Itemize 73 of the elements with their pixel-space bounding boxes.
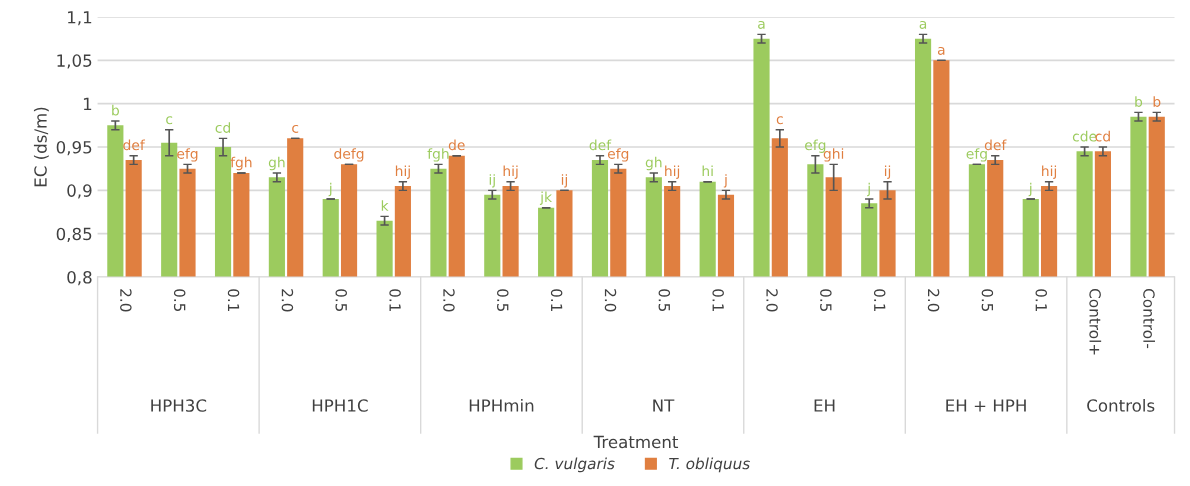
legend-label: T. obliquus	[669, 457, 750, 473]
data-label: a	[937, 46, 945, 55]
data-label: hij	[665, 165, 680, 179]
data-label: jk	[539, 191, 553, 205]
y-tick-label: 0,9	[67, 184, 92, 199]
y-tick-label: 1,05	[57, 54, 92, 69]
data-label: de	[448, 139, 465, 151]
data-label: defg	[334, 148, 364, 162]
text: HPH3C	[151, 399, 207, 412]
data-label: cd	[1095, 130, 1110, 142]
data-label: c	[166, 116, 173, 125]
data-label: efg	[177, 148, 198, 162]
x-axis-title: Treatment	[593, 435, 679, 449]
data-label: c	[292, 124, 299, 133]
x-tick-label: 0.1	[873, 289, 886, 312]
data-label: ij	[489, 174, 495, 188]
x-tick-label: 2.0	[604, 289, 617, 312]
x-tick-label: 2.0	[281, 289, 294, 312]
data-label: efg	[966, 148, 987, 162]
data-label: hi	[702, 165, 713, 177]
text: EH + HPH	[946, 399, 1026, 412]
x-tick-label: 0.5	[658, 289, 671, 312]
x-tick-label: 0.1	[712, 289, 724, 312]
x-tick-label: 0.1	[227, 289, 240, 312]
y-tick-label: 0,85	[56, 227, 92, 242]
data-label: j	[723, 174, 727, 188]
data-label: j	[1028, 182, 1032, 197]
data-label: hij	[1042, 165, 1057, 179]
x-tick-label: 0.5	[497, 289, 509, 312]
legend-label: C. vulgaris	[534, 457, 615, 473]
y-tick-label: 0,95	[56, 140, 92, 156]
x-tick-label: 0.1	[550, 289, 563, 312]
data-label: j	[328, 182, 332, 197]
text: HPHmin	[469, 398, 534, 412]
data-label: a	[919, 20, 927, 29]
text: EH	[814, 399, 835, 412]
y-tick-label: 1,1	[68, 11, 92, 26]
x-tick-label: 0.5	[335, 289, 348, 312]
x-tick-label: 0.1	[389, 289, 401, 312]
x-tick-label: 2.0	[443, 289, 455, 312]
text: NT	[653, 399, 675, 412]
data-label: cde	[1072, 130, 1097, 142]
data-label: hij	[503, 165, 518, 179]
data-label: b	[1135, 96, 1143, 107]
x-tick-label: 0.5	[820, 289, 832, 312]
data-label: b	[1153, 96, 1161, 107]
data-label: cd	[215, 122, 231, 133]
x-tick-label: 0.1	[1035, 289, 1048, 312]
data-label: def	[123, 139, 146, 151]
data-label: hij	[395, 165, 410, 179]
data-label: j	[867, 182, 870, 197]
x-tick-label: 0.5	[173, 289, 186, 312]
x-tick-label: 2.0	[766, 289, 778, 312]
y-tick-label: 0,8	[67, 270, 92, 286]
data-label: k	[381, 200, 389, 211]
x-tick-label: 2.0	[120, 289, 132, 312]
data-label: def	[984, 139, 1007, 151]
x-tick-label: Control+	[1089, 288, 1102, 355]
data-label: gh	[268, 156, 285, 171]
data-label: ij	[884, 165, 891, 179]
text: HPH1C	[312, 399, 368, 412]
y-axis-title: EC (ds/m)	[33, 107, 49, 187]
data-label: a	[758, 20, 765, 29]
data-label: gh	[645, 156, 662, 171]
x-tick-label: 0.5	[981, 289, 994, 312]
text: Controls	[1087, 398, 1155, 412]
x-tick-label: 2.0	[927, 289, 940, 312]
x-tick-label: Control-	[1143, 288, 1155, 349]
data-label: c	[776, 116, 783, 125]
data-label: fgh	[427, 148, 449, 162]
data-label: b	[112, 104, 119, 116]
data-label: ij	[561, 174, 567, 188]
y-tick-label: 1	[83, 97, 92, 111]
